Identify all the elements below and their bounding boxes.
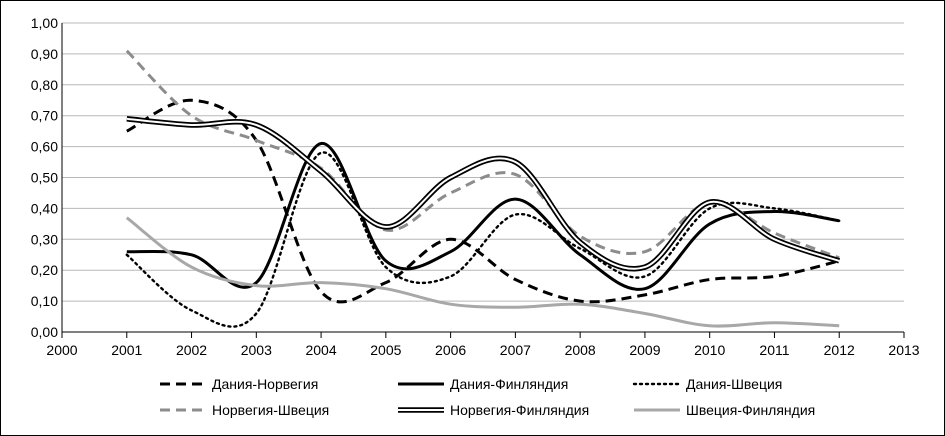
series-2 [126,142,840,291]
series-line-3 [125,151,841,328]
y-tick-label: 0,30 [31,231,58,247]
y-tick-label: 1,00 [31,15,58,31]
legend-item: Дания-Норвегия [160,376,318,392]
x-tick-label: 2010 [694,342,725,358]
legend-item: Норвегия-Финляндия [398,402,589,418]
legend-label: Дания-Швеция [686,376,782,392]
x-tick-label: 2006 [435,342,466,358]
y-tick-label: 0,20 [31,262,58,278]
series-lines [125,49,841,328]
y-axis-tick-labels: 0,00 0,10 0,20 0,30 0,40 0,50 0,60 0,70 0,80 0,90… [31,15,58,340]
legend-label: Норвегия-Швеция [212,402,329,418]
x-axis-tick-labels: 2000 2001 2002 2003 2004 2005 2006 2007 2008 2009… [46,342,919,358]
series-5 [126,116,841,272]
y-tick-label: 0,60 [31,139,58,155]
x-tick-label: 2012 [824,342,855,358]
series-6 [125,216,840,328]
x-tick-label: 2013 [888,342,919,358]
y-tick-label: 0,40 [31,200,58,216]
x-tick-label: 2011 [759,342,789,358]
y-tick-label: 0,90 [31,46,58,62]
x-tick-label: 2000 [46,342,77,358]
x-tick-label: 2004 [305,342,336,358]
legend-item: Швеция-Финляндия [634,402,815,418]
series-line-6 [125,216,840,328]
series-3 [125,151,841,328]
legend: Дания-Норвегия Дания-Финляндия Дания-Швеци… [160,376,815,418]
series-line-5-inner [126,117,840,270]
legend-item: Дания-Финляндия [398,376,568,392]
axes [61,23,905,338]
legend-label: Швеция-Финляндия [686,402,815,418]
x-tick-label: 2007 [500,342,531,358]
series-line-2 [126,142,840,291]
x-tick-label: 2001 [111,342,142,358]
y-tick-label: 0,70 [31,108,58,124]
series-1 [126,98,840,304]
y-tick-label: 0,80 [31,77,58,93]
y-tick-label: 0,10 [31,293,58,309]
legend-item: Дания-Швеция [632,376,782,392]
x-tick-label: 2009 [629,342,660,358]
x-tick-label: 2005 [370,342,401,358]
legend-label: Дания-Финляндия [450,376,568,392]
x-tick-label: 2008 [565,342,596,358]
y-tick-label: 0,00 [31,324,58,340]
grid-lines [62,22,904,302]
series-line-1 [126,98,840,304]
x-tick-label: 2002 [176,342,207,358]
y-tick-label: 0,50 [31,170,58,186]
legend-label: Норвегия-Финляндия [450,402,589,418]
legend-item: Норвегия-Швеция [160,402,329,418]
legend-label: Дания-Норвегия [212,376,318,392]
x-tick-label: 2003 [241,342,272,358]
